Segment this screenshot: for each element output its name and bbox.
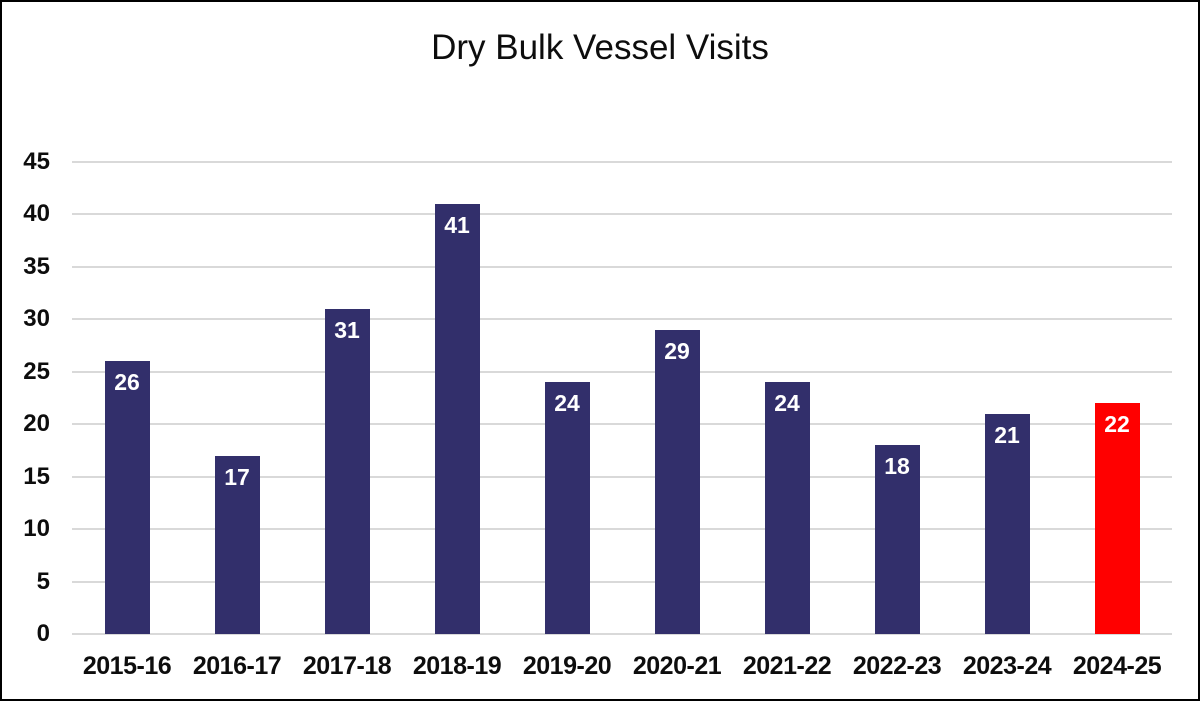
bar-value-label: 24 <box>554 390 580 417</box>
bar-value-label: 22 <box>1104 411 1130 438</box>
gridline-y25 <box>72 370 1172 373</box>
bar-value-label: 17 <box>224 463 250 490</box>
y-tick-label: 10 <box>23 515 50 543</box>
x-tick-label: 2022-23 <box>852 652 942 680</box>
y-tick-label: 5 <box>36 567 50 595</box>
gridline-y20 <box>72 423 1172 426</box>
x-tick-label: 2015-16 <box>82 652 172 680</box>
bar-value-label: 31 <box>334 316 360 343</box>
bar-2024-25 <box>1094 403 1140 634</box>
bar-2017-18 <box>324 308 370 634</box>
gridline-y5 <box>72 580 1172 583</box>
x-tick-label: 2024-25 <box>1072 652 1162 680</box>
x-tick-label: 2021-22 <box>742 652 832 680</box>
y-tick-label: 40 <box>23 200 50 228</box>
gridline-y10 <box>72 528 1172 531</box>
bar-value-label: 21 <box>994 421 1020 448</box>
bar-value-label: 26 <box>114 369 140 396</box>
gridline-y45 <box>72 161 1172 163</box>
gridline-y30 <box>72 318 1172 321</box>
y-tick-label: 30 <box>23 305 50 333</box>
x-tick-label: 2018-19 <box>412 652 502 680</box>
gridline-y40 <box>72 213 1172 216</box>
y-tick-label: 20 <box>23 410 50 438</box>
x-tick-label: 2017-18 <box>302 652 392 680</box>
bar-value-label: 29 <box>664 337 690 364</box>
y-tick-label: 0 <box>36 620 50 647</box>
bar-value-label: 24 <box>774 390 800 417</box>
x-tick-label: 2023-24 <box>962 652 1052 680</box>
gridline-y35 <box>72 265 1172 268</box>
bar-value-label: 18 <box>884 453 910 480</box>
y-tick-label: 25 <box>23 357 50 385</box>
y-tick-label: 35 <box>23 252 50 280</box>
chart-title: Dry Bulk Vessel Visits <box>431 28 769 67</box>
x-tick-label: 2016-17 <box>192 652 282 680</box>
gridline-y15 <box>72 475 1172 478</box>
bar-2023-24 <box>984 413 1030 634</box>
y-tick-label: 15 <box>23 462 50 490</box>
bar-2022-23 <box>874 445 920 634</box>
x-tick-label: 2019-20 <box>522 652 612 680</box>
bar-value-label: 41 <box>444 211 470 238</box>
bar-2018-19 <box>434 203 480 634</box>
gridline-y0 <box>72 633 1172 635</box>
bar-2015-16 <box>104 361 150 634</box>
bar-2021-22 <box>764 382 810 634</box>
bar-2016-17 <box>214 455 260 634</box>
y-tick-label: 45 <box>23 148 50 175</box>
bar-2019-20 <box>544 382 590 634</box>
bar-2020-21 <box>654 329 700 634</box>
x-tick-label: 2020-21 <box>632 652 722 680</box>
